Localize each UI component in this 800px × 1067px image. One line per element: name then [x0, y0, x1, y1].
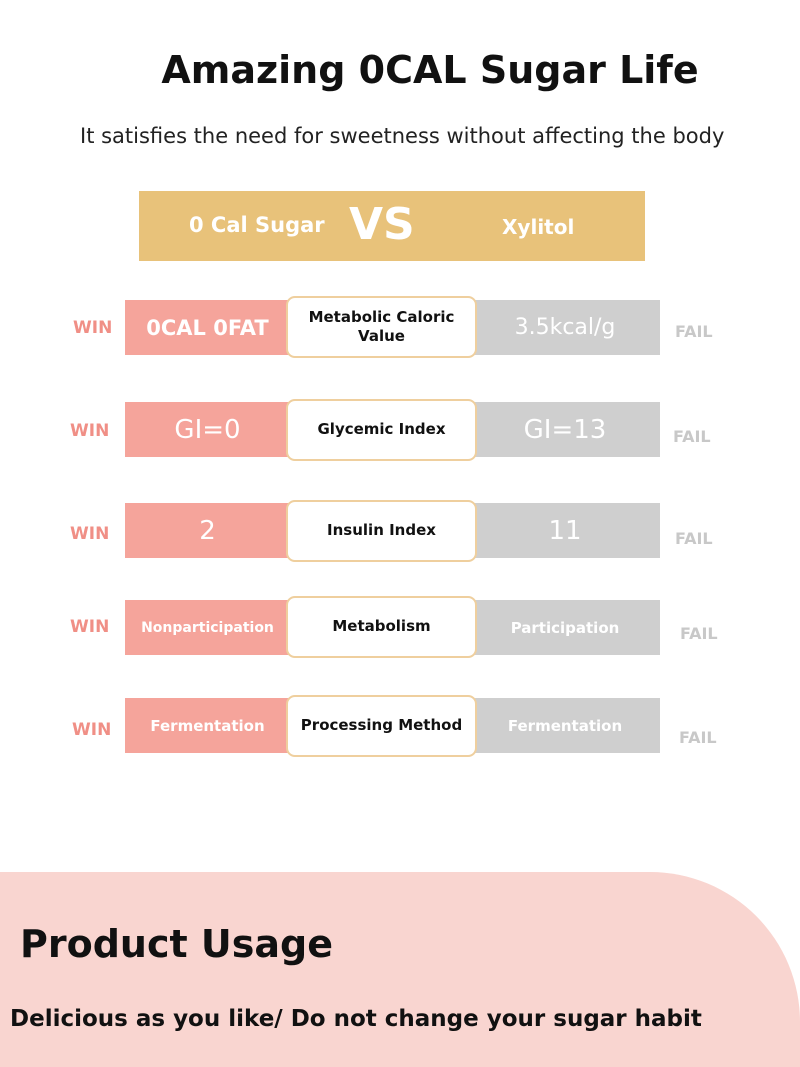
fail-label: FAIL [675, 322, 713, 341]
fail-label: FAIL [680, 624, 718, 643]
usage-title: Product Usage [20, 922, 333, 966]
comparison-row-glycemic: WIN GI=0 Glycemic Index GI=13 FAIL [0, 399, 800, 465]
fail-value: Participation [510, 618, 620, 637]
criterion-label: Processing Method [300, 716, 463, 735]
banner-vs-label: VS [349, 199, 415, 250]
win-value-box: 0CAL 0FAT [125, 300, 290, 355]
fail-value-box: Participation [470, 600, 660, 655]
win-label: WIN [72, 720, 112, 740]
fail-value: 11 [548, 515, 582, 546]
banner-left-label: 0 Cal Sugar [189, 213, 325, 237]
win-label: WIN [73, 318, 113, 338]
fail-value-box: Fermentation [470, 698, 660, 753]
fail-value: GI=13 [523, 414, 607, 445]
win-value: Fermentation [150, 716, 265, 735]
comparison-row-metabolism: WIN Nonparticipation Metabolism Particip… [0, 596, 800, 662]
win-value-box: Nonparticipation [125, 600, 290, 655]
criterion-label-box: Insulin Index [286, 500, 477, 562]
criterion-label-box: Metabolic Caloric Value [286, 296, 477, 358]
fail-value-box: 3.5kcal/g [470, 300, 660, 355]
win-label: WIN [70, 617, 110, 637]
criterion-label: Metabolism [332, 617, 431, 636]
criterion-label-box: Glycemic Index [286, 399, 477, 461]
usage-text: Delicious as you like/ Do not change you… [10, 1006, 702, 1032]
fail-value-box: 11 [470, 503, 660, 558]
win-value: 0CAL 0FAT [146, 315, 269, 340]
criterion-label-box: Metabolism [286, 596, 477, 658]
page-title: Amazing 0CAL Sugar Life [161, 48, 699, 92]
win-value: GI=0 [174, 414, 241, 445]
comparison-row-insulin: WIN 2 Insulin Index 11 FAIL [0, 500, 800, 566]
vs-banner: 0 Cal Sugar VS Xylitol [139, 191, 645, 261]
banner-right-label: Xylitol [502, 215, 575, 239]
fail-label: FAIL [673, 427, 711, 446]
win-value-box: 2 [125, 503, 290, 558]
win-value: Nonparticipation [141, 619, 274, 636]
win-value: 2 [199, 515, 216, 546]
criterion-label-box: Processing Method [286, 695, 477, 757]
criterion-label: Insulin Index [327, 521, 436, 540]
fail-label: FAIL [679, 728, 717, 747]
fail-value: 3.5kcal/g [514, 315, 616, 340]
fail-value-box: GI=13 [470, 402, 660, 457]
win-value-box: Fermentation [125, 698, 290, 753]
win-label: WIN [70, 524, 110, 544]
comparison-row-calories: WIN 0CAL 0FAT Metabolic Caloric Value 3.… [0, 296, 800, 362]
usage-panel: Product Usage Delicious as you like/ Do … [0, 872, 800, 1067]
criterion-label: Glycemic Index [317, 420, 446, 439]
fail-value: Fermentation [507, 716, 623, 735]
page-subtitle: It satisfies the need for sweetness with… [80, 124, 725, 148]
comparison-row-processing: WIN Fermentation Processing Method Ferme… [0, 695, 800, 761]
win-label: WIN [70, 421, 110, 441]
fail-label: FAIL [675, 529, 713, 548]
criterion-label: Metabolic Caloric Value [308, 307, 455, 346]
win-value-box: GI=0 [125, 402, 290, 457]
